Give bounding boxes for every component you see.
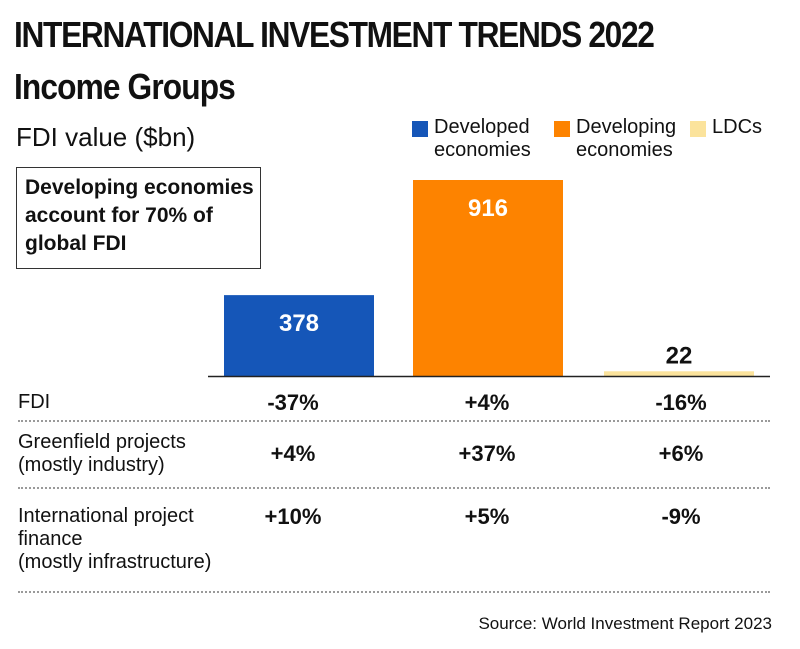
legend-swatch-developed (412, 121, 428, 137)
cell-fdi-developed: -37% (267, 390, 319, 415)
cell-finance-developed: +10% (264, 504, 322, 529)
cell-finance-ldcs: -9% (661, 504, 701, 529)
cell-fdi-developing: +4% (464, 390, 510, 415)
bar-value-label: 22 (666, 342, 693, 369)
bar-value-label: 916 (468, 195, 508, 222)
legend-swatch-developing (554, 121, 570, 137)
row-label-project-finance: International project finance (mostly in… (18, 505, 212, 573)
legend-label-developing: Developing economies (576, 116, 677, 161)
legend-label-developed: Developed economies (434, 116, 531, 161)
row-label-fdi: FDI (18, 391, 51, 413)
source-note: Source: World Investment Report 2023 (478, 614, 772, 633)
bar-developed-economies (224, 295, 374, 376)
bar-value-label: 378 (279, 310, 319, 337)
chart-subtitle: Income Groups (14, 66, 236, 107)
row-label-greenfield: Greenfield projects (mostly industry) (18, 431, 186, 476)
cell-greenfield-developing: +37% (458, 441, 516, 466)
cell-greenfield-developed: +4% (270, 441, 316, 466)
cell-finance-developing: +5% (464, 504, 510, 529)
legend-swatch-ldcs (690, 121, 706, 137)
row-divider (18, 420, 770, 422)
cell-fdi-ldcs: -16% (655, 390, 707, 415)
row-divider (18, 591, 770, 593)
unit-label: FDI value ($bn) (16, 122, 196, 152)
cell-greenfield-ldcs: +6% (658, 441, 704, 466)
bar-developing-economies (413, 180, 563, 376)
callout-box: Developing economies account for 70% of … (16, 167, 261, 269)
chart-title: INTERNATIONAL INVESTMENT TRENDS 2022 (14, 14, 655, 55)
legend-label-ldcs: LDCs (712, 116, 763, 138)
row-divider (18, 487, 770, 489)
bar-ldcs (604, 371, 754, 376)
